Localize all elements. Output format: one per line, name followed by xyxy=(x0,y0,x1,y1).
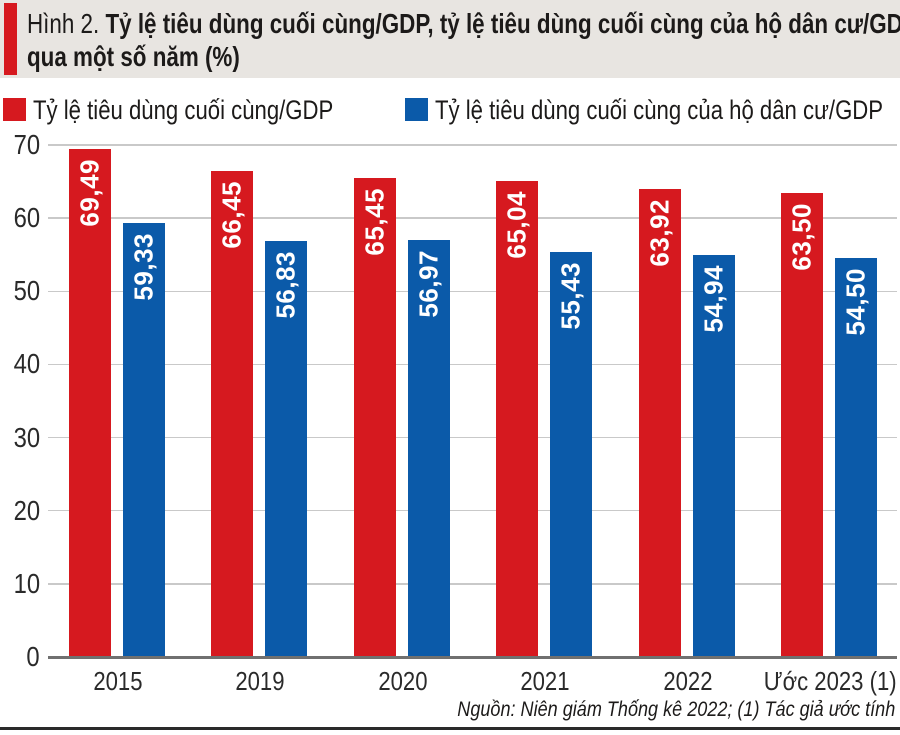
red-accent-bar xyxy=(4,3,17,75)
bar-value-label: 59,33 xyxy=(128,233,159,301)
x-tick-value: 2021 xyxy=(520,666,570,696)
y-tick-label-60: 60 xyxy=(0,203,40,233)
bar-red-2015: 69,49 xyxy=(69,148,111,657)
x-tick-value: 2020 xyxy=(378,666,428,696)
figure-title: Hình 2. Tỷ lệ tiêu dùng cuối cùng/GDP, t… xyxy=(27,7,900,73)
bar-value-label: 55,43 xyxy=(555,261,586,330)
bar-value-label: 69,49 xyxy=(74,158,105,227)
source-note: Nguồn: Niên giám Thống kê 2022; (1) Tác … xyxy=(457,698,895,721)
bar-value-label: 54,50 xyxy=(840,268,871,336)
bar-blue-2022: 54,94 xyxy=(692,255,735,657)
x-tick-label-Ước 2023 (1): Ước 2023 (1) xyxy=(745,666,900,697)
y-tick-value: 0 xyxy=(26,641,40,672)
y-tick-value: 10 xyxy=(13,567,40,599)
x-tick-value: 2022 xyxy=(663,666,713,696)
x-tick-label-2020: 2020 xyxy=(318,666,488,697)
gridline-20 xyxy=(48,509,897,512)
y-tick-value: 40 xyxy=(13,348,40,380)
x-axis-line xyxy=(48,656,897,659)
bar-blue-2015: 59,33 xyxy=(123,223,165,657)
x-tick-label-2019: 2019 xyxy=(175,666,345,697)
y-tick-value: 50 xyxy=(13,275,40,307)
bottom-divider xyxy=(0,727,900,730)
gridline-70 xyxy=(48,144,897,146)
y-tick-label-10: 10 xyxy=(0,567,40,599)
gridline-30 xyxy=(48,436,897,439)
bar-value-label: 65,04 xyxy=(501,191,532,259)
y-tick-label-40: 40 xyxy=(0,349,40,379)
gridline-40 xyxy=(48,363,897,366)
x-tick-value: Ước 2023 (1) xyxy=(763,666,897,696)
bar-red-Ước 2023 (1): 63,50 xyxy=(781,192,823,657)
figure-label: Hình 2. xyxy=(27,8,100,39)
x-tick-label-2021: 2021 xyxy=(460,666,630,697)
figure-title-line2: qua một số năm (%) xyxy=(27,41,240,72)
bar-red-2020: 65,45 xyxy=(353,178,396,657)
bar-blue-Ước 2023 (1): 54,50 xyxy=(835,258,877,657)
y-tick-label-20: 20 xyxy=(0,494,40,526)
y-tick-value: 20 xyxy=(13,494,40,526)
legend-swatch-red xyxy=(3,98,26,121)
bar-blue-2019: 56,83 xyxy=(265,241,308,657)
bar-value-label: 66,45 xyxy=(216,180,247,249)
figure-title-line1: Tỷ lệ tiêu dùng cuối cùng/GDP, tỷ lệ tiê… xyxy=(105,8,900,39)
y-tick-label-30: 30 xyxy=(0,421,40,453)
y-tick-value: 60 xyxy=(13,202,40,234)
y-tick-value: 70 xyxy=(13,129,40,160)
x-tick-value: 2015 xyxy=(93,666,143,696)
x-tick-label-2022: 2022 xyxy=(603,666,773,697)
bar-red-2022: 63,92 xyxy=(638,189,681,657)
bar-value-label: 56,97 xyxy=(413,250,444,318)
y-tick-label-50: 50 xyxy=(0,276,40,306)
bar-value-label: 54,94 xyxy=(698,265,729,333)
legend-swatch-blue xyxy=(405,98,428,121)
chart-legend: Tỷ lệ tiêu dùng cuối cùng/GDP Tỷ lệ tiêu… xyxy=(0,95,900,125)
y-tick-value: 30 xyxy=(13,421,40,453)
legend-label-total-consumption: Tỷ lệ tiêu dùng cuối cùng/GDP xyxy=(33,95,334,125)
y-tick-label-0: 0 xyxy=(0,642,40,672)
y-tick-label-70: 70 xyxy=(0,130,40,160)
figure-header: Hình 2. Tỷ lệ tiêu dùng cuối cùng/GDP, t… xyxy=(0,0,900,78)
bar-value-label: 56,83 xyxy=(270,251,301,319)
legend-label-household-consumption: Tỷ lệ tiêu dùng cuối cùng của hộ dân cư/… xyxy=(435,95,884,125)
bar-value-label: 63,92 xyxy=(644,199,675,268)
gridline-10 xyxy=(48,583,897,585)
x-tick-value: 2019 xyxy=(235,666,285,696)
bar-value-label: 65,45 xyxy=(359,188,390,256)
bar-red-2021: 65,04 xyxy=(496,181,539,657)
bar-value-label: 63,50 xyxy=(786,202,817,271)
bar-blue-2021: 55,43 xyxy=(550,251,593,657)
bar-red-2019: 66,45 xyxy=(211,170,254,657)
x-tick-label-2015: 2015 xyxy=(33,666,203,697)
gridline-60 xyxy=(48,217,897,219)
gridline-50 xyxy=(48,290,897,293)
bar-blue-2020: 56,97 xyxy=(407,240,450,657)
